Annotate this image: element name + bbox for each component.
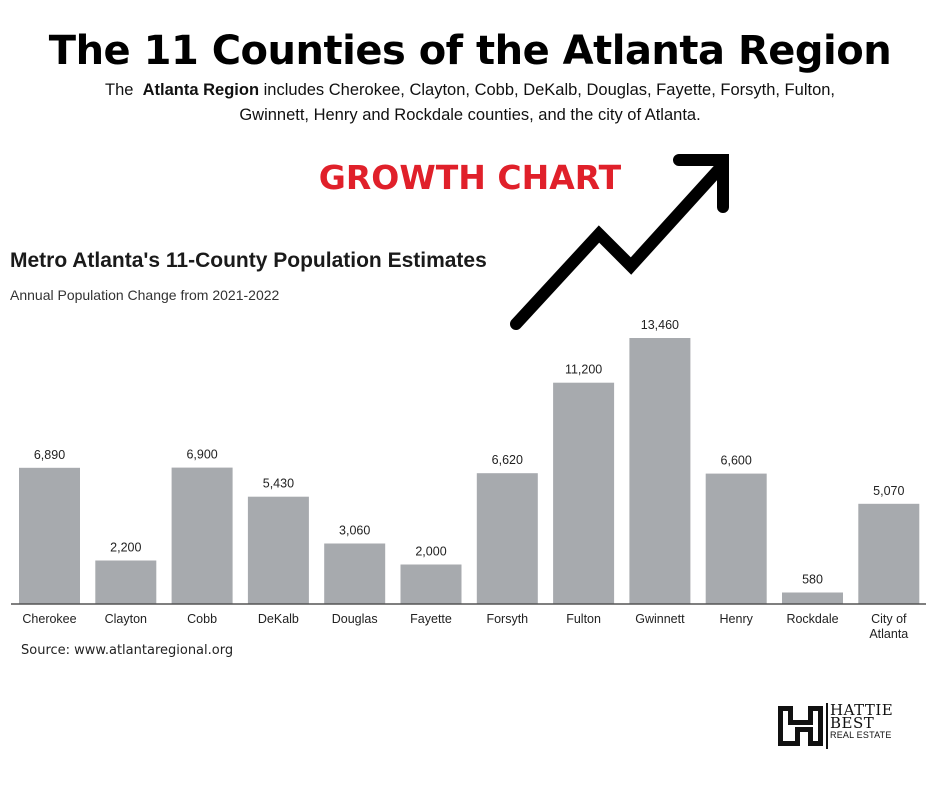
category-label: City of Atlanta [869, 612, 908, 641]
category-label-line: Henry [720, 612, 754, 626]
chart-subtitle: Annual Population Change from 2021-2022 [10, 287, 280, 303]
data-label: 6,620 [492, 453, 523, 467]
category-label-line: Forsyth [486, 612, 528, 626]
growth-chart-text: GROWTH CHART [318, 158, 622, 197]
source-note: Source: www.atlantaregional.org [21, 643, 234, 658]
bar-rockdale [782, 592, 843, 604]
growth-chart-label: GROWTH CHART [0, 158, 940, 197]
logo-line-1: HATTIE [830, 701, 894, 719]
value-labels-group: 6,890 2,200 6,900 5,430 3,060 2,000 6,620 11,20… [34, 318, 905, 587]
data-label: 2,000 [415, 545, 446, 559]
intro-line-2: Gwinnett, Henry and Rockdale counties, a… [239, 106, 701, 124]
logo-line-2: BEST [830, 714, 875, 732]
data-label: 6,600 [721, 454, 752, 468]
trend-up-arrow-icon [510, 154, 729, 330]
category-label-line: Atlanta [869, 627, 908, 641]
intro-line-1: The Atlanta Region includes Cherokee, Cl… [40, 78, 900, 103]
intro-bold: Atlanta Region [142, 81, 260, 99]
data-label: 6,900 [186, 448, 217, 462]
category-label: Rockdale [786, 612, 838, 626]
category-label-line: Cherokee [22, 612, 76, 626]
category-label: Forsyth [486, 612, 528, 626]
category-label: DeKalb [258, 612, 299, 626]
data-label: 13,460 [641, 318, 679, 332]
category-label-line: Clayton [105, 612, 147, 626]
bar-fayette [400, 564, 462, 604]
data-label: 6,890 [34, 448, 65, 462]
intro-prefix: The [105, 81, 139, 99]
bar-cobb [171, 467, 233, 604]
hattie-best-logo-icon [778, 703, 828, 749]
bar-clayton [95, 560, 157, 604]
intro-text: The Atlanta Region includes Cherokee, Cl… [40, 78, 900, 128]
bar-fulton [553, 382, 615, 604]
bar-cherokee [19, 467, 80, 604]
category-label-line: Fayette [410, 612, 452, 626]
category-label: Fayette [410, 612, 452, 626]
data-label: 3,060 [339, 524, 370, 538]
logo-text: HATTIE BEST REAL ESTATE [830, 703, 893, 741]
category-label: Fulton [566, 612, 601, 626]
intro-line1-rest: includes Cherokee, Clayton, Cobb, DeKalb… [259, 81, 835, 99]
category-label-line: Fulton [566, 612, 601, 626]
category-label: Gwinnett [635, 612, 685, 626]
page-title: The 11 Counties of the Atlanta Region [48, 28, 892, 74]
category-label: Clayton [105, 612, 147, 626]
category-label: Henry [720, 612, 754, 626]
category-label-line: DeKalb [258, 612, 299, 626]
category-label-line: Cobb [187, 612, 217, 626]
category-label-line: City of [871, 612, 907, 626]
category-labels-group: Cherokee Clayton Cobb DeKalb Douglas Fayette F… [22, 612, 908, 641]
chart-title: Metro Atlanta's 11-County Population Est… [10, 249, 487, 272]
category-label: Cobb [187, 612, 217, 626]
bar-douglas [324, 543, 386, 604]
category-label: Douglas [332, 612, 378, 626]
bars-group [19, 338, 920, 604]
data-label: 580 [802, 573, 823, 587]
logo-line-3: REAL ESTATE [830, 730, 892, 740]
bar-henry [705, 473, 767, 604]
data-label: 2,200 [110, 541, 141, 555]
bar-city-of-atlanta [858, 503, 920, 604]
bar-dekalb [247, 496, 309, 604]
category-label-line: Gwinnett [635, 612, 685, 626]
data-label: 5,070 [873, 484, 904, 498]
bar-gwinnett [629, 338, 691, 604]
category-label-line: Rockdale [786, 612, 838, 626]
category-label-line: Douglas [332, 612, 378, 626]
category-label: Cherokee [22, 612, 76, 626]
data-label: 11,200 [565, 363, 602, 377]
bar-forsyth [476, 473, 538, 604]
data-label: 5,430 [263, 477, 294, 491]
